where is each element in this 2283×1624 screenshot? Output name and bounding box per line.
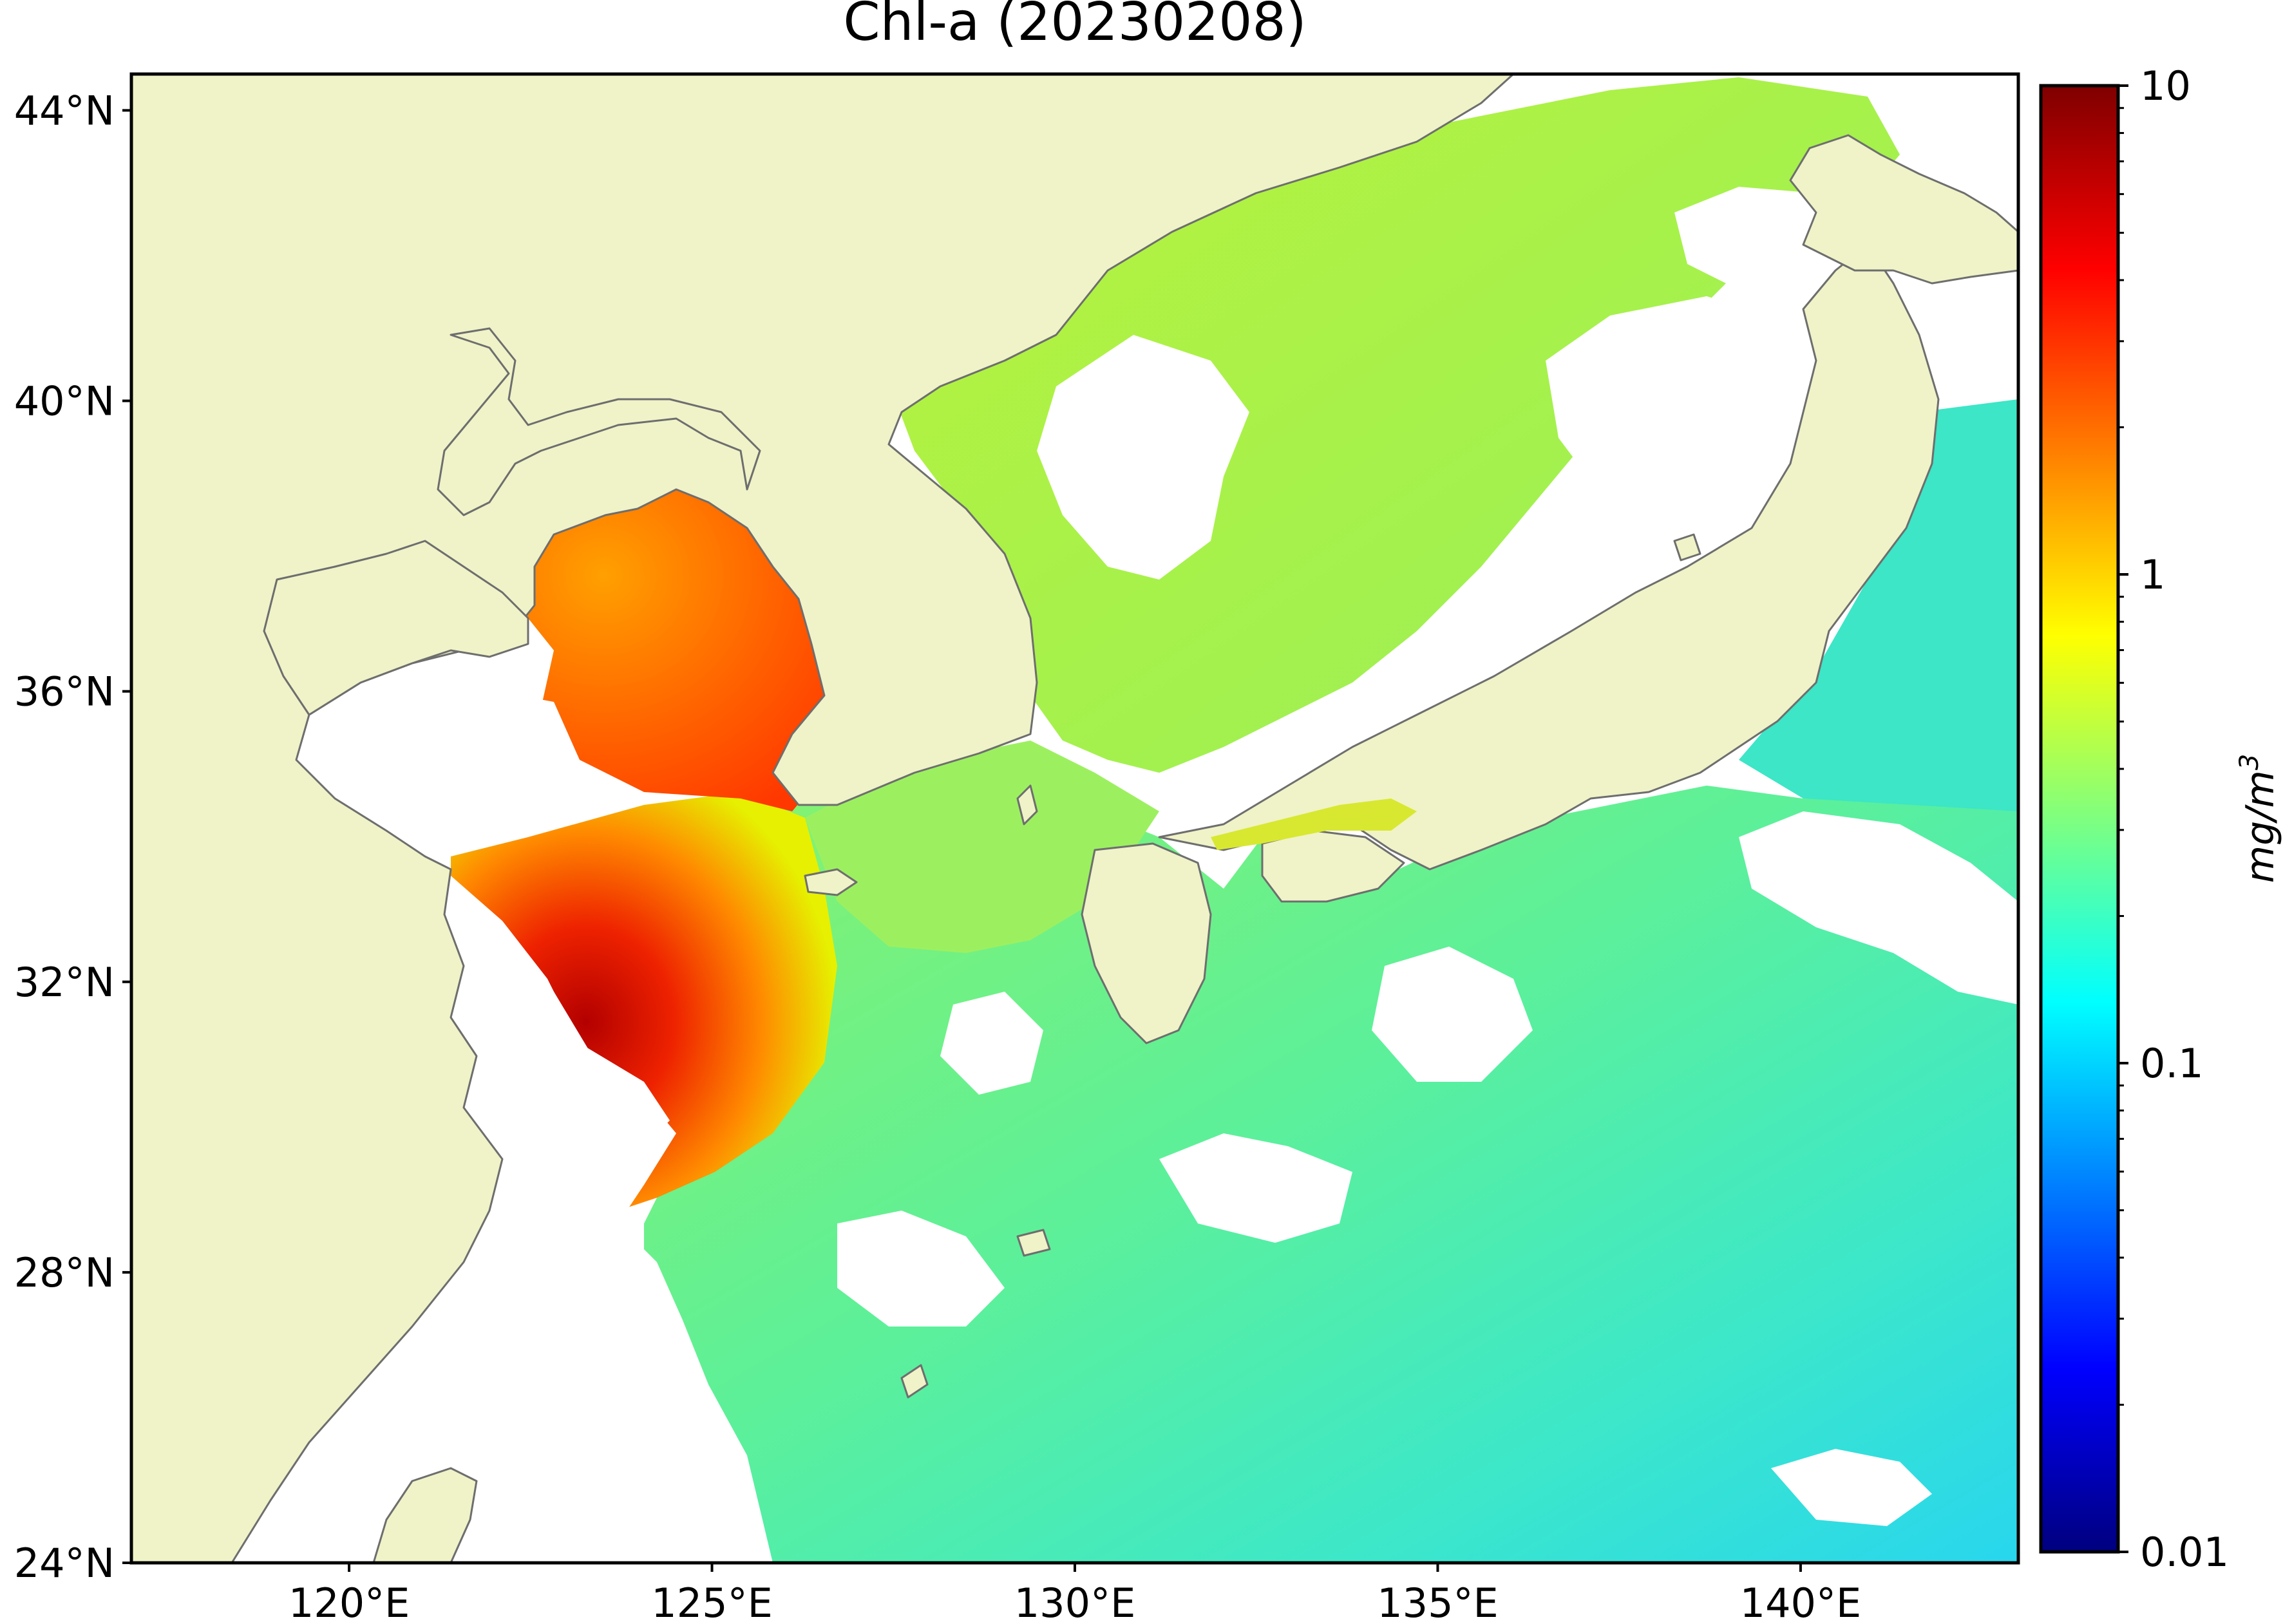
lat-tick-label: 44°N (14, 87, 115, 134)
colorbar-gradient (2039, 84, 2120, 1554)
lat-tick-label: 36°N (14, 668, 115, 715)
colorbar-label: mg/m3 (2235, 754, 2283, 883)
figure-title: Chl-a (20230208) (843, 0, 1306, 53)
shikoku (1261, 829, 1405, 903)
lat-tick-label: 40°N (14, 378, 115, 425)
colorbar-label-unit: mg/m (2238, 770, 2283, 883)
colorbar-tick-label: 0.01 (2140, 1529, 2229, 1576)
colorbar-label-sup: 3 (2235, 754, 2264, 770)
lon-tick-label: 130°E (1014, 1580, 1136, 1624)
amami (1016, 1229, 1051, 1257)
latitude-ticks: 44°N 40°N 36°N 32°N 28°N 24°N (14, 87, 131, 1587)
pacific-ocean-field (644, 760, 2018, 1563)
lon-tick-label: 120°E (289, 1580, 410, 1624)
colorbar-ticks: 10 1 0.1 0.01 (2118, 62, 2229, 1576)
pacific-north-field (1739, 399, 2018, 811)
hokkaido (1789, 134, 2018, 285)
lon-tick-label: 125°E (651, 1580, 773, 1624)
sado-island (1673, 533, 1701, 562)
lon-tick-label: 135°E (1377, 1580, 1499, 1624)
tsushima (1016, 784, 1038, 826)
korea-strait-field (805, 741, 1159, 953)
colorbar-tick-label: 10 (2140, 62, 2191, 109)
map-panel (131, 74, 2018, 1563)
sea-of-japan-field (895, 77, 1900, 773)
kyushu (1081, 842, 1212, 1044)
liaodong-peninsula (437, 327, 761, 516)
land-masses (131, 74, 2018, 1563)
colorbar: 10 1 0.1 0.01 mg/m3 (2039, 62, 2283, 1576)
colorbar-tick-label: 0.1 (2140, 1040, 2204, 1087)
east-china-sea-field (451, 792, 837, 1211)
taiwan (372, 1467, 478, 1563)
seto-inland-sea (1211, 798, 1417, 850)
honshu (1158, 243, 1940, 871)
lat-tick-label: 24°N (14, 1540, 115, 1587)
colorbar-tick-label: 1 (2140, 551, 2165, 598)
lon-tick-label: 140°E (1740, 1580, 1862, 1624)
lat-tick-label: 28°N (14, 1249, 115, 1296)
lat-tick-label: 32°N (14, 959, 115, 1006)
okinawa (900, 1364, 929, 1399)
longitude-ticks: 120°E 125°E 130°E 135°E 140°E (289, 1563, 1861, 1624)
shandong-peninsula (263, 540, 529, 716)
jeju-island (804, 868, 858, 896)
